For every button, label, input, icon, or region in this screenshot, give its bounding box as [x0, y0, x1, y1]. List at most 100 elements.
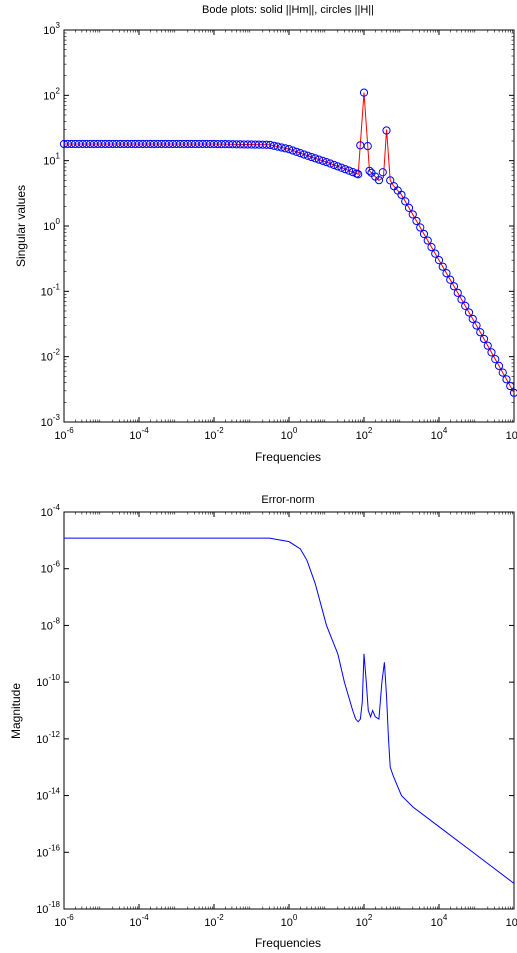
bode-xtick-label: 104 [431, 426, 448, 442]
bode-series-point [359, 88, 369, 97]
bode-series-point [333, 162, 342, 171]
bode-series-point [296, 149, 305, 158]
bode-plot-axes-frame [63, 29, 515, 423]
bode-series-point [374, 176, 384, 185]
bode-series-point [479, 334, 489, 344]
bode-series-point [266, 140, 275, 150]
error-xtick-label: 10-4 [129, 913, 149, 929]
bode-plot-chart: Bode plots: solid ||Hm||, circles ||H|| … [14, 4, 517, 464]
error-ytick-label: 10-8 [41, 616, 61, 632]
bode-series-point [408, 210, 417, 219]
bode-plot-marks [59, 88, 517, 397]
error-ytick-label: 10-10 [36, 673, 60, 689]
error-xtick-label: 102 [356, 913, 373, 929]
bode-series-point [386, 176, 395, 185]
bode-series-point [292, 147, 301, 156]
bode-series-point [491, 355, 500, 364]
bode-series-point [416, 223, 425, 232]
bode-series-point [483, 341, 492, 350]
bode-series-point [311, 154, 320, 163]
bode-plot-xlabel: Frequencies [255, 450, 321, 464]
bode-series-point [303, 151, 312, 160]
bode-series-point [427, 242, 436, 252]
error-xtick-label: 100 [281, 913, 298, 929]
bode-ytick-label: 101 [43, 152, 60, 168]
bode-series-point [438, 262, 447, 271]
bode-plot-title: Bode plots: solid ||Hm||, circles ||H|| [202, 4, 374, 16]
bode-series-point [453, 288, 462, 297]
bode-plot-ylabel: Singular values [14, 185, 28, 267]
bode-series-point [299, 150, 309, 159]
bode-xtick-label: 10-4 [129, 426, 149, 442]
bode-series-point [337, 163, 346, 172]
error-norm-title: Error-norm [261, 494, 314, 506]
bode-series-point [314, 155, 324, 164]
error-norm-ticks: 10-6 10-4 10-2 100 102 104 106 10-18 10-16 10-14 1… [36, 503, 517, 929]
bode-xtick-label: 10-6 [54, 426, 74, 442]
bode-series-point [344, 166, 354, 175]
bode-series-point [401, 197, 410, 206]
bode-ytick-label: 10-1 [41, 282, 61, 298]
bode-series-point [363, 142, 372, 151]
bode-series-point [322, 158, 331, 167]
bode-series-point [348, 168, 357, 177]
bode-series-point [281, 144, 290, 153]
bode-series-point [288, 146, 297, 155]
bode-series-point [423, 236, 432, 245]
error-norm-axes-frame [63, 511, 515, 910]
bode-series-point [502, 375, 511, 384]
bode-series-point [487, 348, 496, 357]
error-xtick-label: 10-2 [204, 913, 224, 929]
bode-series-point [494, 361, 504, 370]
error-ytick-label: 10-16 [36, 843, 60, 859]
bode-series-point [273, 142, 282, 151]
bode-series-point [446, 275, 455, 284]
bode-series-point [329, 160, 339, 170]
error-ytick-label: 10-12 [36, 730, 60, 746]
bode-series-point [318, 156, 327, 165]
bode-series-point [434, 256, 444, 265]
bode-series-point [457, 295, 466, 304]
bode-xtick-label: 100 [281, 426, 298, 442]
bode-series-point [509, 388, 517, 397]
bode-series-point [412, 216, 421, 226]
bode-series-point [442, 269, 451, 278]
error-xtick-label: 10-6 [54, 913, 74, 929]
bode-xtick-label: 10-2 [204, 426, 224, 442]
error-ytick-label: 10-18 [36, 900, 60, 916]
bode-series-point [404, 203, 414, 212]
bode-series-point [468, 314, 477, 324]
bode-series-point [464, 308, 474, 317]
bode-plot-ticks: 10-6 10-4 10-2 100 102 104 106 10-3 10-2 10-1 100 1… [41, 21, 517, 442]
bode-series-line [64, 92, 515, 394]
error-xtick-label: 106 [506, 913, 517, 929]
error-norm-xlabel: Frequencies [255, 936, 321, 950]
bode-series-point [506, 381, 515, 391]
bode-series-point [341, 165, 350, 174]
error-series-line [64, 537, 515, 884]
bode-xtick-label: 106 [506, 426, 517, 442]
bode-series-point [472, 321, 481, 330]
bode-series-point [284, 145, 294, 154]
bode-series-point [269, 141, 279, 150]
bode-series-point [365, 166, 374, 175]
error-norm-chart: Error-norm 10-6 10-4 10-2 100 102 104 106 10-18… [9, 494, 517, 950]
bode-series-point [419, 229, 429, 239]
error-xtick-label: 104 [431, 913, 448, 929]
bode-series-point [354, 170, 363, 179]
bode-series-point [449, 282, 459, 291]
bode-xtick-label: 102 [356, 426, 373, 442]
bode-series-point [382, 126, 391, 135]
error-ytick-label: 10-14 [36, 787, 60, 803]
bode-ytick-label: 10-3 [41, 413, 61, 429]
bode-series-point [378, 168, 387, 177]
bode-series-point [397, 190, 406, 199]
error-ytick-label: 10-4 [41, 503, 61, 519]
error-norm-ylabel: Magnitude [9, 683, 23, 739]
bode-ytick-label: 10-2 [41, 348, 61, 364]
bode-series-point [498, 368, 507, 377]
bode-series-point [277, 143, 286, 152]
error-ytick-label: 10-6 [41, 560, 61, 576]
bode-ytick-label: 102 [43, 86, 60, 102]
